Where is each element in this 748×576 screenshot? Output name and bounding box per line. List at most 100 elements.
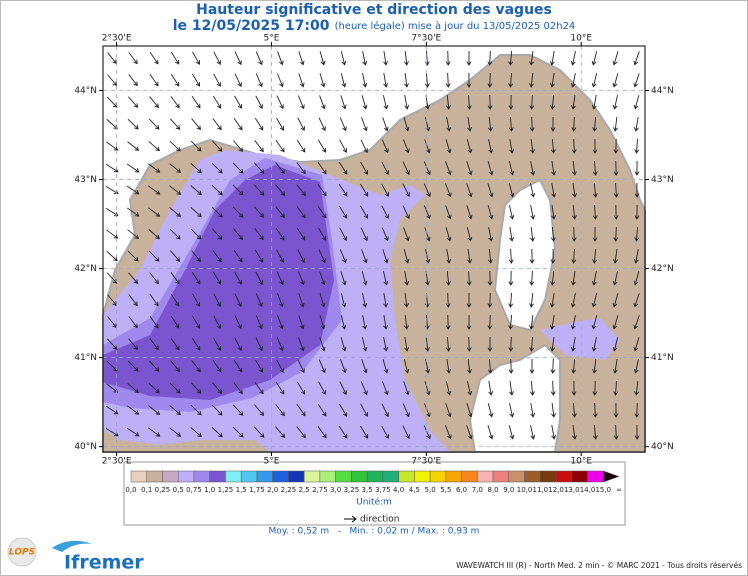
direction-arrow — [383, 51, 389, 66]
direction-arrow — [550, 226, 556, 242]
lon-label: 10°E — [570, 457, 592, 467]
direction-arrow — [127, 118, 139, 130]
direction-arrow — [572, 183, 577, 198]
direction-arrow — [254, 228, 264, 241]
direction-arrow — [424, 72, 430, 88]
direction-arrow — [232, 206, 244, 218]
direction-arrow — [549, 73, 555, 88]
direction-arrow — [549, 293, 555, 308]
scale-label: 0,75 — [186, 486, 202, 494]
direction-arrow — [592, 226, 598, 242]
direction-arrow — [105, 207, 119, 217]
direction-arrow — [529, 358, 535, 374]
direction-arrow — [404, 337, 410, 352]
direction-arrow — [317, 161, 327, 175]
direction-arrow — [318, 381, 326, 395]
direction-arrow — [127, 141, 140, 151]
scale-label: 13,0 — [564, 486, 580, 494]
direction-arrow — [170, 293, 180, 307]
lat-label: 41°N — [74, 353, 97, 363]
direction-arrow — [338, 425, 348, 439]
direction-arrow — [612, 293, 619, 308]
direction-arrow — [297, 117, 305, 131]
arrows — [105, 50, 640, 440]
direction-arrow — [549, 315, 555, 330]
scale-label: ∞ — [616, 486, 622, 494]
scale-label: 3,5 — [362, 486, 373, 494]
direction-arrow — [592, 358, 597, 374]
direction-arrow — [192, 51, 201, 65]
direction-arrow — [402, 183, 410, 198]
direction-arrow — [338, 161, 348, 175]
direction-arrow — [318, 359, 326, 374]
direction-arrow — [276, 337, 284, 352]
direction-arrow — [297, 359, 305, 374]
direction-arrow — [591, 51, 598, 66]
direction-arrow — [255, 293, 263, 308]
direction-arrow — [487, 425, 494, 440]
direction-arrow — [383, 315, 389, 330]
direction-arrow — [592, 424, 598, 440]
direction-arrow — [191, 250, 201, 263]
direction-arrow — [445, 227, 452, 242]
direction-arrow — [148, 382, 160, 394]
direction-arrow — [571, 402, 577, 418]
direction-arrow — [487, 270, 493, 286]
direction-arrow — [550, 358, 556, 374]
direction-arrow — [633, 315, 640, 330]
direction-arrow — [255, 315, 263, 330]
direction-arrow — [488, 227, 494, 242]
direction-arrow — [613, 380, 619, 396]
direction-arrow — [423, 161, 431, 176]
direction-arrow — [277, 315, 284, 330]
direction-arrow — [634, 138, 640, 154]
direction-arrow — [402, 425, 410, 440]
direction-arrow — [149, 360, 160, 372]
scale-label: 3,75 — [375, 486, 391, 494]
direction-arrow — [254, 140, 264, 153]
direction-arrow — [466, 139, 473, 154]
direction-arrow — [383, 73, 389, 88]
scale-label: 11,0 — [532, 486, 548, 494]
direction-arrow — [487, 183, 494, 198]
scale-swatch — [146, 470, 163, 483]
direction-label: direction — [360, 515, 399, 525]
scale-label: 5,0 — [425, 486, 436, 494]
direction-arrow — [551, 183, 557, 198]
direction-arrow — [592, 160, 598, 176]
direction-arrow — [571, 226, 577, 242]
direction-arrow — [487, 314, 493, 330]
direction-arrow — [128, 96, 139, 108]
direction-arrow — [634, 160, 640, 176]
direction-arrow — [106, 272, 118, 284]
direction-arrow — [212, 271, 222, 285]
direction-arrow — [382, 381, 389, 396]
direction-arrow — [190, 206, 202, 218]
direction-arrow — [530, 139, 535, 154]
scale-swatch — [225, 470, 242, 483]
direction-arrow — [383, 337, 389, 352]
direction-arrow — [340, 51, 347, 66]
direction-arrow — [571, 116, 577, 132]
scale-label: 15,0 — [595, 486, 611, 494]
direction-arrow — [550, 138, 556, 154]
direction-arrow — [613, 249, 618, 264]
footer: WAVEWATCH III (R) - North Med. 2 min - ©… — [456, 561, 742, 570]
direction-arrow — [487, 336, 493, 352]
direction-arrow — [361, 337, 368, 352]
direction-arrow — [529, 94, 535, 110]
lon-label: 5°E — [264, 34, 280, 44]
direction-arrow — [508, 161, 515, 176]
direction-arrow — [404, 292, 409, 308]
direction-arrow — [275, 426, 286, 439]
scale-label: 4,5 — [409, 486, 420, 494]
lon-label: 7°30'E — [411, 34, 441, 44]
direction-arrow — [149, 96, 159, 109]
direction-arrow — [508, 72, 514, 88]
direction-arrow — [404, 314, 409, 330]
direction-arrow — [570, 293, 576, 308]
direction-arrow — [362, 51, 368, 66]
direction-arrow — [382, 359, 389, 374]
direction-arrow — [148, 118, 160, 130]
direction-arrow — [190, 382, 202, 394]
